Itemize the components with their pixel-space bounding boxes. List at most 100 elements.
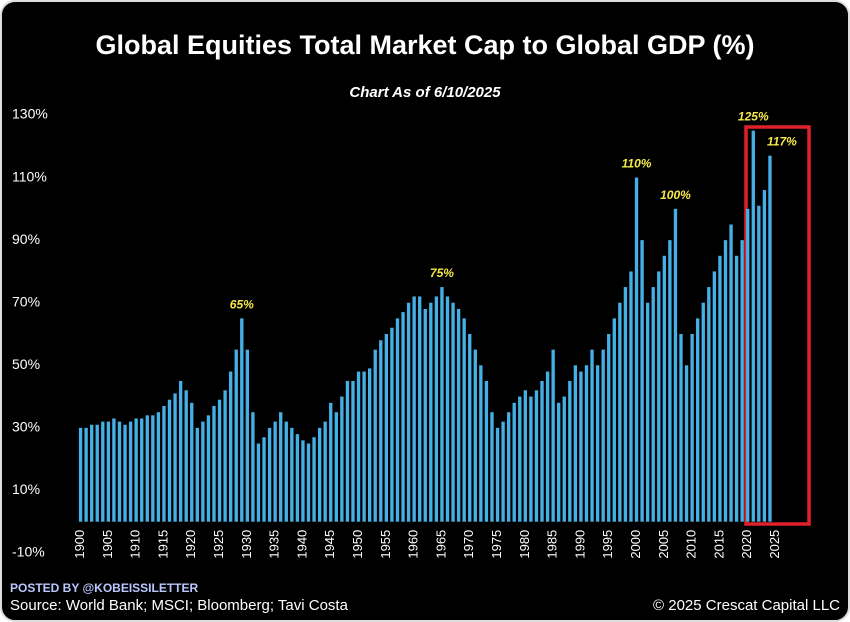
bar — [573, 365, 578, 522]
bar — [468, 334, 472, 522]
bar — [195, 427, 199, 522]
highlight-box — [744, 125, 811, 526]
x-tick-label: 1960 — [406, 530, 421, 559]
x-tick-label: 1995 — [600, 530, 615, 559]
bar — [334, 412, 338, 522]
bar — [267, 427, 272, 522]
bar — [618, 302, 622, 522]
x-tick-label: 1965 — [433, 530, 448, 559]
bar — [273, 421, 277, 522]
bar — [301, 440, 305, 522]
x-tick-label: 2005 — [656, 530, 671, 559]
bar — [601, 349, 605, 522]
bar — [545, 371, 550, 522]
bar — [568, 380, 572, 522]
bar — [723, 240, 728, 522]
bar — [484, 380, 489, 522]
bar — [584, 365, 589, 522]
bar — [418, 296, 422, 522]
bar — [673, 208, 678, 522]
bar — [473, 349, 477, 522]
bar — [551, 349, 555, 522]
x-tick-label: 1925 — [211, 530, 226, 559]
bar — [412, 296, 416, 522]
x-tick-label: 2025 — [767, 530, 782, 559]
x-tick-label: 1970 — [461, 530, 476, 559]
bar — [451, 302, 455, 522]
bar — [523, 390, 528, 522]
bar — [534, 390, 539, 522]
annotation: 110% — [622, 157, 652, 171]
bar — [640, 240, 644, 522]
bar — [379, 340, 383, 522]
bar — [540, 380, 544, 522]
bar — [351, 380, 355, 522]
bar — [279, 412, 283, 522]
x-tick-label: 1930 — [239, 530, 254, 559]
bar — [251, 412, 255, 522]
bar — [690, 334, 694, 522]
x-tick-label: 1915 — [155, 530, 170, 559]
bar — [662, 255, 666, 522]
x-tick-label: 2000 — [628, 530, 643, 559]
bar — [612, 318, 616, 522]
bar — [768, 155, 772, 522]
bar — [501, 421, 505, 522]
x-tick-label: 1910 — [128, 530, 143, 559]
bar — [456, 308, 461, 522]
bar — [312, 437, 316, 522]
posted-by: POSTED BY @KOBEISSILETTER — [10, 581, 199, 595]
bar — [623, 287, 628, 522]
bar — [234, 349, 238, 522]
bar — [140, 418, 144, 522]
bar — [240, 318, 244, 522]
bar — [295, 434, 300, 522]
bar — [212, 405, 216, 522]
annotation: 75% — [430, 266, 454, 280]
x-tick-label: 2010 — [684, 530, 699, 559]
x-tick-label: 1935 — [267, 530, 282, 559]
bar — [701, 302, 705, 522]
bar — [479, 365, 483, 522]
bar — [718, 255, 722, 522]
bar — [490, 412, 494, 522]
bar — [401, 312, 405, 522]
x-tick-label: 1980 — [517, 530, 532, 559]
copyright: © 2025 Crescat Capital LLC — [653, 597, 840, 614]
annotation: 125% — [738, 110, 769, 124]
x-tick-label: 1975 — [489, 530, 504, 559]
x-tick-label: 1990 — [572, 530, 587, 559]
bar — [345, 380, 350, 522]
bar — [167, 399, 172, 522]
bar — [751, 130, 755, 522]
bar — [595, 365, 600, 522]
subtitle: Chart As of 6/10/2025 — [349, 84, 501, 101]
bar — [495, 427, 500, 522]
y-tick-label: 30% — [12, 419, 40, 435]
bar — [562, 396, 566, 522]
bar — [657, 271, 661, 522]
annotation: 100% — [660, 188, 691, 202]
x-tick-label: 1920 — [183, 530, 198, 559]
bar — [384, 334, 389, 522]
x-tick-label: 1940 — [294, 530, 309, 559]
bar — [178, 380, 183, 522]
bar — [729, 224, 733, 522]
bar — [356, 371, 361, 522]
bar — [734, 255, 739, 522]
bar — [151, 415, 155, 522]
chart-title: Global Equities Total Market Cap to Glob… — [95, 30, 754, 60]
bar — [262, 437, 266, 522]
bar — [229, 371, 233, 522]
x-tick-label: 1955 — [378, 530, 393, 559]
bar — [306, 443, 311, 522]
x-tick-label: 1900 — [72, 530, 87, 559]
bar — [651, 287, 655, 522]
x-tick-label: 2020 — [739, 530, 754, 559]
bar — [696, 318, 700, 522]
x-tick-label: 1950 — [350, 530, 365, 559]
y-tick-label: -10% — [12, 544, 45, 560]
bar — [112, 418, 116, 522]
bar — [290, 427, 294, 522]
